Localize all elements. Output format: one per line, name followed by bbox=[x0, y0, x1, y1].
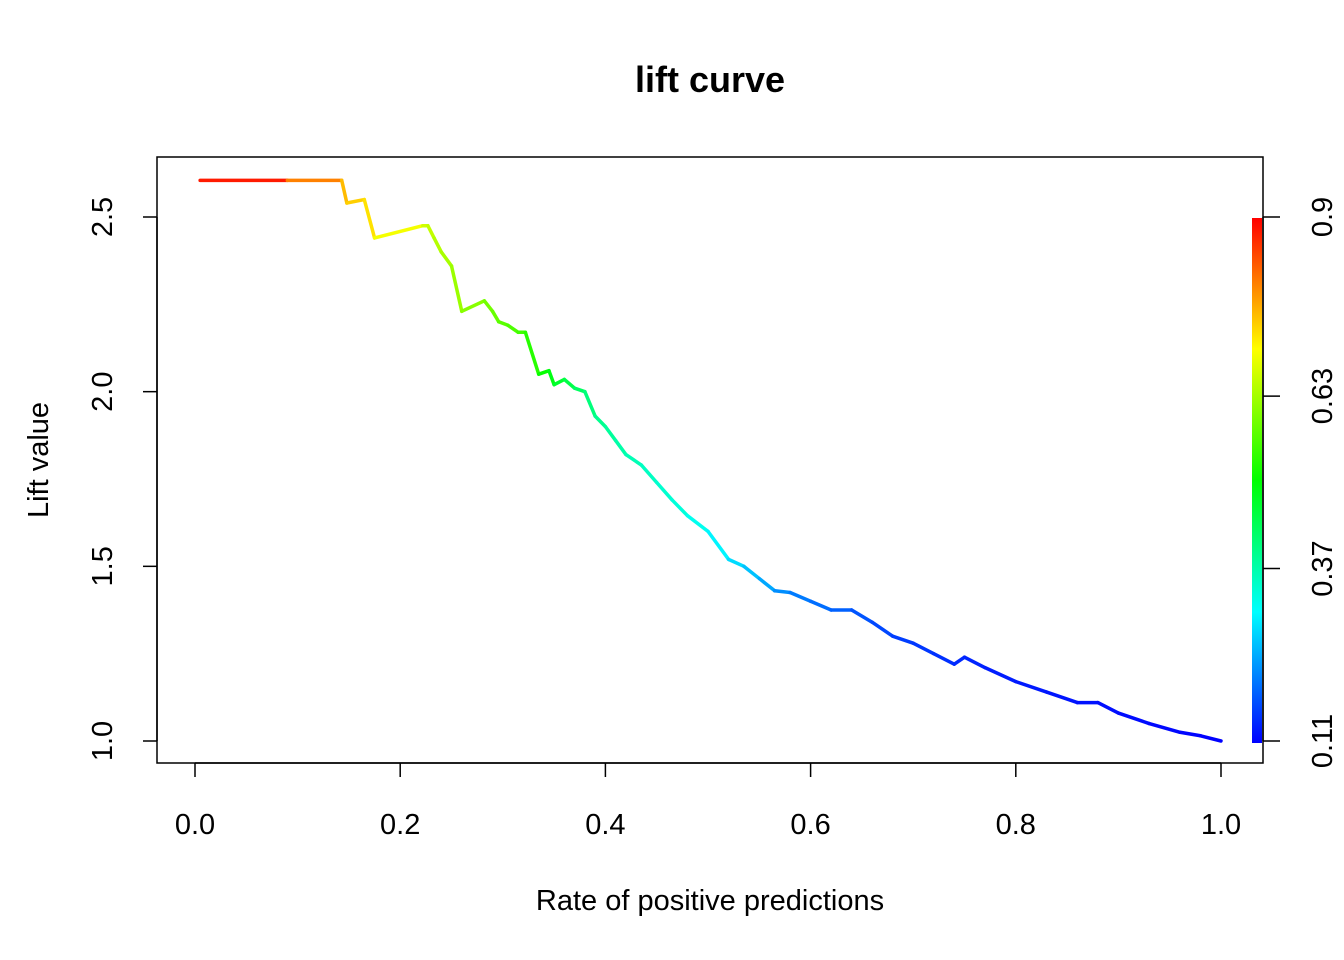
curve-segment bbox=[490, 309, 501, 324]
curve-segment bbox=[654, 480, 674, 502]
y-axis: 1.0 1.5 2.0 2.5 bbox=[87, 197, 158, 761]
curve-segment bbox=[983, 665, 1018, 684]
curve-segment bbox=[890, 634, 915, 645]
curve-segment bbox=[757, 576, 777, 593]
curve-segment bbox=[1044, 690, 1080, 705]
curve-segment bbox=[870, 620, 895, 638]
curve-segment bbox=[1198, 734, 1223, 743]
curve-segment bbox=[460, 299, 487, 314]
y-tick-label: 2.0 bbox=[87, 372, 119, 412]
x-tick-label: 0.6 bbox=[790, 809, 830, 841]
curve-segment bbox=[1096, 700, 1121, 715]
curve-segment bbox=[572, 386, 587, 394]
curve-segment bbox=[685, 513, 710, 534]
curve-segment bbox=[962, 655, 987, 670]
x-tick-label: 0.0 bbox=[175, 809, 215, 841]
curve-segment bbox=[788, 590, 813, 604]
x-tick-label: 0.8 bbox=[996, 809, 1036, 841]
x-tick-label: 0.4 bbox=[585, 809, 625, 841]
curve-segment bbox=[552, 377, 567, 387]
colorbar-tick-label: 0.11 bbox=[1307, 714, 1339, 768]
curve-segment bbox=[449, 264, 464, 314]
curve-segment bbox=[624, 452, 644, 467]
curve-segment bbox=[593, 414, 608, 429]
x-tick-label: 0.2 bbox=[380, 809, 420, 841]
curve-segment bbox=[911, 641, 936, 656]
plot-frame bbox=[156, 156, 1264, 764]
curve-segment bbox=[613, 438, 628, 457]
curve-segment bbox=[603, 424, 618, 443]
curve-segment bbox=[362, 197, 377, 240]
y-tick-label: 2.5 bbox=[87, 197, 119, 237]
colorbar-tick-label: 0.63 bbox=[1307, 368, 1339, 424]
curve-segment bbox=[432, 236, 443, 254]
curve-segment bbox=[523, 330, 541, 376]
curve-segment bbox=[849, 608, 874, 624]
curve-segment bbox=[952, 655, 967, 666]
curve-segment bbox=[772, 589, 792, 595]
y-tick-label: 1.0 bbox=[87, 721, 119, 761]
curve-segment bbox=[536, 368, 551, 376]
curve-segment bbox=[670, 498, 690, 518]
y-tick-label: 1.5 bbox=[87, 546, 119, 586]
curve-segment bbox=[562, 377, 577, 390]
curve-segment bbox=[482, 299, 495, 314]
curve-segment bbox=[742, 564, 762, 581]
curve-segment bbox=[339, 178, 349, 205]
curve-segment bbox=[547, 368, 556, 387]
colorbar-axis: 0.11 0.37 0.63 0.9 bbox=[1262, 197, 1339, 768]
colorbar bbox=[1252, 218, 1262, 743]
curve-segment bbox=[726, 557, 746, 569]
curve-segment bbox=[583, 389, 597, 418]
curve-segment bbox=[506, 323, 520, 335]
chart-title: lift curve bbox=[635, 59, 785, 100]
curve-segment bbox=[439, 250, 454, 268]
curve-segment bbox=[372, 223, 425, 240]
colorbar-tick-label: 0.9 bbox=[1307, 197, 1339, 237]
colorbar-tick-label: 0.37 bbox=[1307, 540, 1339, 596]
curve-segment bbox=[1116, 711, 1151, 726]
lift-curve-line bbox=[198, 178, 1223, 743]
curve-segment bbox=[931, 651, 956, 666]
curve-segment bbox=[808, 599, 833, 612]
x-tick-label: 1.0 bbox=[1201, 809, 1241, 841]
curve-segment bbox=[706, 529, 731, 562]
y-axis-label: Lift value bbox=[23, 402, 55, 518]
curve-segment bbox=[639, 463, 659, 485]
curve-segment bbox=[1014, 679, 1049, 694]
curve-segment bbox=[1147, 721, 1182, 735]
curve-segment bbox=[1178, 730, 1203, 738]
curve-segment bbox=[345, 197, 367, 205]
x-axis-label: Rate of positive predictions bbox=[536, 885, 884, 917]
x-axis: 0.0 0.2 0.4 0.6 0.8 1.0 bbox=[175, 762, 1241, 841]
curve-segment bbox=[426, 223, 436, 240]
